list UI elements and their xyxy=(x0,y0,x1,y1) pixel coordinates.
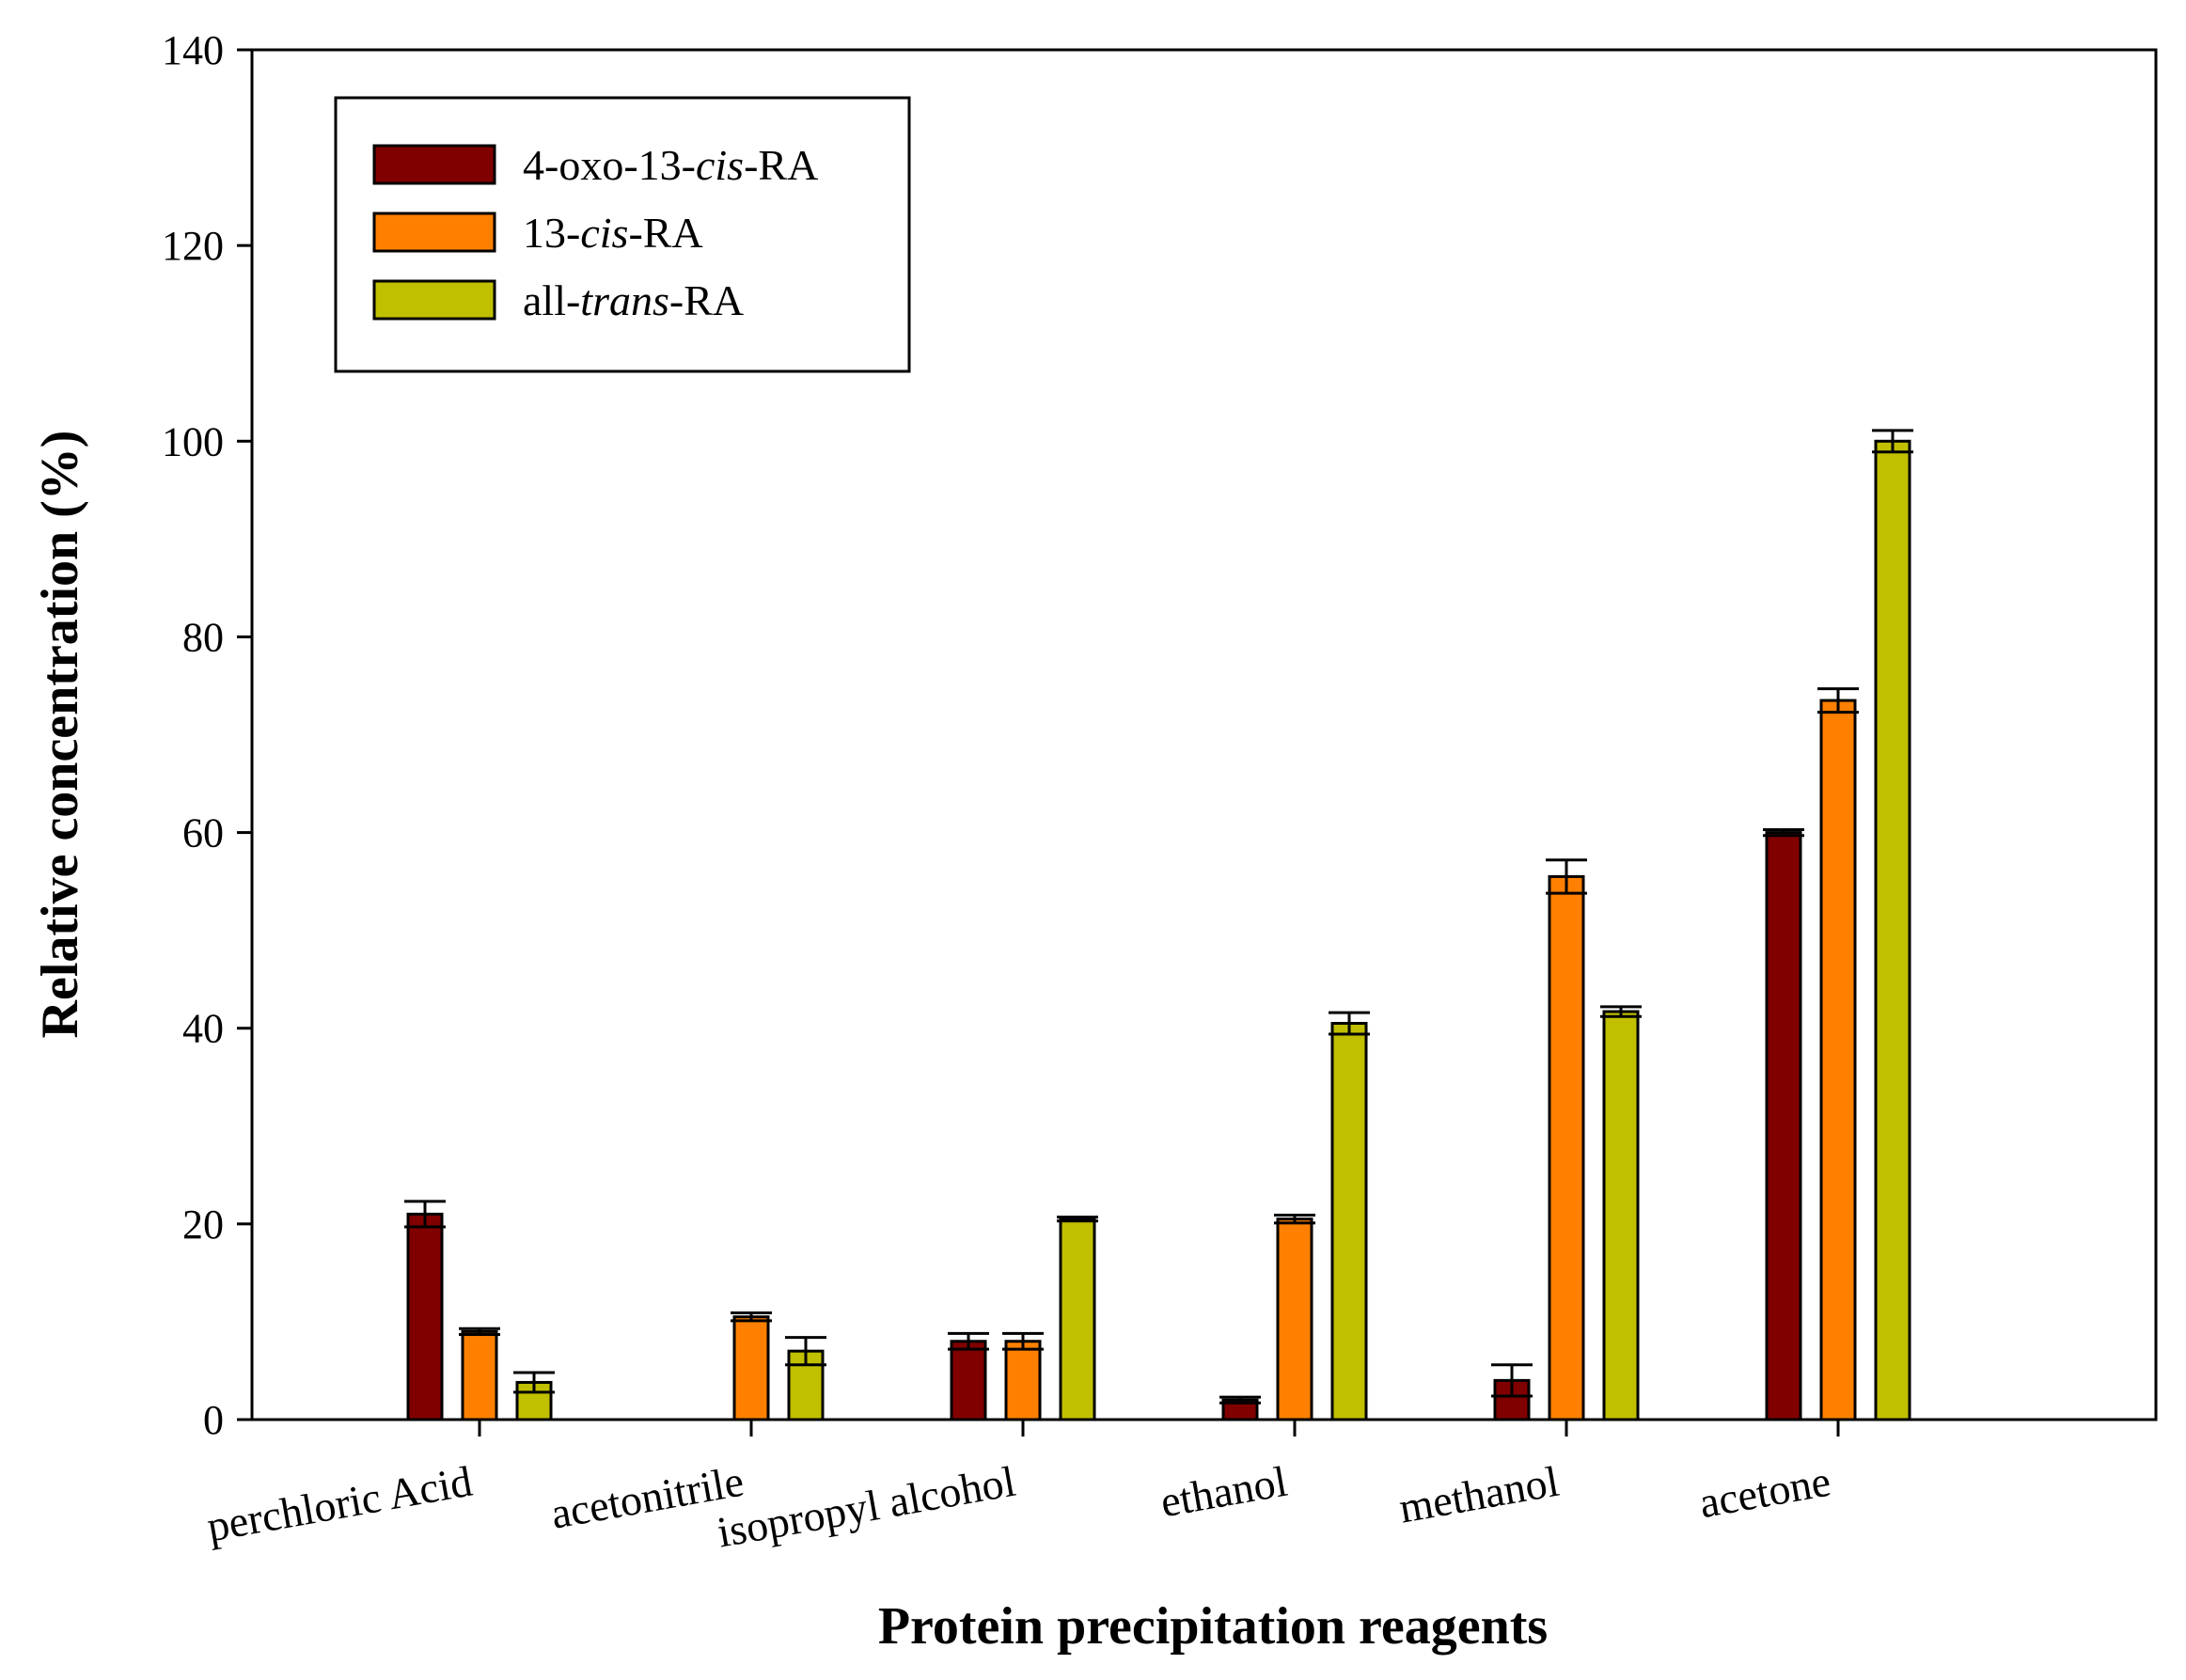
legend-label-part: 13- xyxy=(523,209,580,257)
y-tick-label: 120 xyxy=(162,223,224,269)
legend-swatch xyxy=(372,212,496,253)
y-tick-label: 40 xyxy=(182,1006,224,1052)
bar xyxy=(1819,699,1857,1421)
x-axis-title: Protein precipitation reagents xyxy=(878,1597,1548,1656)
legend-label: all-trans-RA xyxy=(523,276,744,324)
y-axis: 0 20 40 60 80 100 120 140 xyxy=(162,27,252,1443)
y-tick-label: 100 xyxy=(162,418,224,464)
plot-frame xyxy=(250,48,2158,1421)
legend-label-part: 4-oxo-13- xyxy=(523,141,696,189)
legend-swatch xyxy=(372,279,496,321)
y-tick-label: 20 xyxy=(182,1201,224,1248)
legend-label-part: all- xyxy=(523,276,580,324)
bar xyxy=(732,1315,770,1421)
plot-area xyxy=(404,429,1913,1421)
y-tick-label: 80 xyxy=(182,614,224,660)
bar xyxy=(1874,439,1911,1421)
y-tick-label: 60 xyxy=(182,810,224,856)
legend-label-part: -RA xyxy=(628,209,702,257)
legend-label-part: -RA xyxy=(744,141,818,189)
y-axis-title: Relative concentration (%) xyxy=(31,431,89,1039)
bar xyxy=(950,1340,987,1421)
bar xyxy=(1059,1217,1096,1421)
y-tick-label: 140 xyxy=(162,27,224,73)
legend-swatch xyxy=(372,144,496,185)
legend-label-part: -RA xyxy=(669,276,744,324)
legend-label: 13-cis-RA xyxy=(523,209,703,257)
legend-label: 4-oxo-13-cis-RA xyxy=(523,141,818,189)
bar xyxy=(1548,874,1585,1421)
bar xyxy=(1602,1010,1640,1421)
legend-label-part: cis xyxy=(580,209,628,257)
bar xyxy=(1004,1340,1042,1421)
bar xyxy=(406,1212,444,1421)
legend-label-part: cis xyxy=(696,141,744,189)
legend-label-part: trans xyxy=(580,276,669,324)
bar xyxy=(1330,1022,1368,1421)
bar xyxy=(1765,831,1802,1421)
bar xyxy=(1276,1217,1313,1421)
y-tick-label: 0 xyxy=(203,1397,224,1443)
bar xyxy=(461,1329,498,1421)
